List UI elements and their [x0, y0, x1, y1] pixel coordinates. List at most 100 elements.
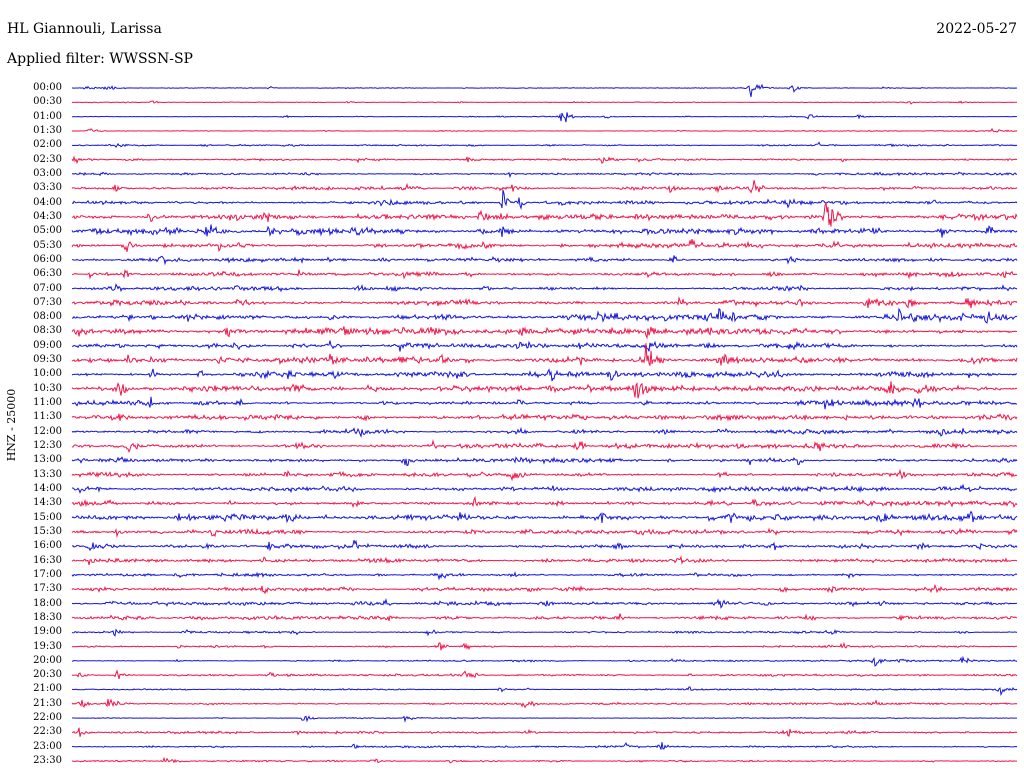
trace-16-30	[71, 555, 1018, 566]
trace-06-30	[71, 268, 1018, 280]
trace-14-00	[71, 483, 1018, 494]
trace-22-30	[71, 727, 1018, 737]
time-tick-label: 22:30	[33, 726, 62, 738]
trace-18-00	[71, 597, 1018, 609]
time-tick-label: 04:30	[33, 210, 62, 222]
time-tick-label: 13:30	[33, 468, 62, 480]
time-tick-label: 06:00	[33, 253, 62, 265]
time-tick-label: 19:30	[33, 640, 62, 652]
trace-04-30	[71, 202, 1018, 227]
time-tick-label: 19:00	[33, 626, 62, 638]
time-tick-label: 01:00	[33, 110, 62, 122]
trace-06-00	[71, 255, 1018, 266]
trace-21-00	[72, 686, 1018, 697]
trace-20-30	[71, 669, 1018, 680]
trace-03-00	[71, 171, 1017, 179]
trace-01-00	[72, 112, 1018, 123]
trace-17-00	[71, 571, 1018, 581]
time-tick-label: 09:00	[33, 339, 62, 351]
time-tick-label: 13:00	[33, 454, 62, 466]
time-tick-label: 17:30	[33, 583, 62, 595]
trace-04-00	[71, 190, 1018, 211]
filter-label: Applied filter: WWSSN-SP	[7, 51, 193, 67]
trace-00-00	[71, 83, 1018, 98]
time-tick-label: 22:00	[33, 712, 62, 724]
trace-23-30	[72, 756, 1017, 764]
trace-10-00	[71, 368, 1018, 382]
trace-21-30	[71, 698, 1018, 709]
trace-00-30	[71, 100, 1017, 105]
time-tick-label: 16:30	[33, 554, 62, 566]
trace-12-30	[71, 439, 1017, 454]
trace-17-30	[71, 584, 1018, 595]
time-tick-label: 09:30	[33, 354, 62, 366]
time-tick-label: 11:00	[33, 397, 62, 408]
trace-02-30	[71, 155, 1018, 165]
time-tick-label: 18:00	[33, 597, 62, 609]
time-tick-label: 15:00	[33, 511, 62, 523]
time-tick-label: 01:30	[33, 125, 62, 136]
time-tick-label: 23:30	[33, 755, 62, 766]
time-tick-label: 00:00	[33, 82, 62, 93]
time-tick-label: 03:30	[33, 182, 62, 194]
trace-23-00	[72, 742, 1018, 750]
trace-09-00	[71, 340, 1018, 352]
record-date: 2022-05-27	[936, 21, 1017, 37]
trace-22-00	[71, 715, 1017, 723]
trace-13-30	[71, 468, 1018, 482]
trace-11-30	[71, 413, 1018, 422]
time-tick-label: 11:30	[33, 411, 62, 423]
trace-11-00	[71, 396, 1017, 410]
time-tick-label: 05:30	[33, 239, 62, 251]
time-tick-label: 21:00	[33, 683, 62, 695]
time-tick-label: 14:00	[33, 483, 62, 494]
time-tick-label: 07:00	[33, 282, 62, 294]
time-tick-label: 20:30	[33, 669, 62, 681]
time-tick-label: 14:30	[33, 497, 62, 509]
time-tick-label: 05:00	[33, 225, 62, 237]
time-tick-label: 21:30	[33, 697, 62, 709]
time-tick-label: 00:30	[33, 96, 62, 108]
time-tick-label: 10:30	[33, 382, 62, 394]
time-tick-label: 20:00	[33, 654, 62, 666]
trace-07-00	[71, 283, 1018, 293]
trace-09-30	[71, 343, 1018, 366]
trace-16-00	[71, 539, 1018, 552]
time-tick-label: 23:00	[33, 740, 62, 752]
time-tick-label: 08:30	[33, 325, 62, 337]
trace-02-00	[71, 141, 1018, 148]
trace-01-30	[71, 127, 1018, 133]
trace-18-30	[71, 613, 1017, 622]
trace-12-00	[71, 426, 1018, 438]
time-tick-label: 03:00	[33, 167, 62, 179]
time-tick-label: 08:00	[33, 311, 62, 323]
time-tick-label: 15:30	[33, 525, 62, 537]
time-tick-label: 18:30	[33, 611, 62, 623]
station-title: HL Giannouli, Larissa	[7, 21, 162, 37]
trace-14-30	[71, 495, 1018, 509]
trace-13-00	[71, 456, 1018, 467]
time-tick-label: 12:30	[33, 440, 62, 451]
time-tick-label: 10:00	[33, 368, 62, 380]
time-tick-label: 16:00	[33, 540, 62, 552]
trace-19-30	[71, 641, 1017, 651]
time-tick-labels: 00:00 00:30 01:00 01:30 02:00 02:30 03:00 03:30…	[0, 0, 64, 780]
time-tick-label: 06:30	[33, 268, 62, 280]
time-tick-label: 02:00	[33, 139, 62, 151]
time-tick-label: 17:00	[33, 568, 62, 580]
trace-15-00	[71, 510, 1018, 524]
trace-05-00	[71, 224, 1018, 238]
time-tick-label: 02:30	[33, 153, 62, 165]
time-tick-label: 04:00	[33, 196, 62, 208]
trace-05-30	[71, 239, 1018, 253]
trace-08-00	[72, 307, 1018, 324]
time-tick-label: 12:00	[33, 425, 62, 437]
trace-15-30	[71, 527, 1018, 538]
trace-08-30	[71, 326, 1018, 340]
time-tick-label: 07:30	[33, 296, 62, 308]
trace-07-30	[71, 296, 1018, 309]
trace-10-30	[71, 381, 1018, 399]
trace-20-00	[72, 655, 1018, 667]
